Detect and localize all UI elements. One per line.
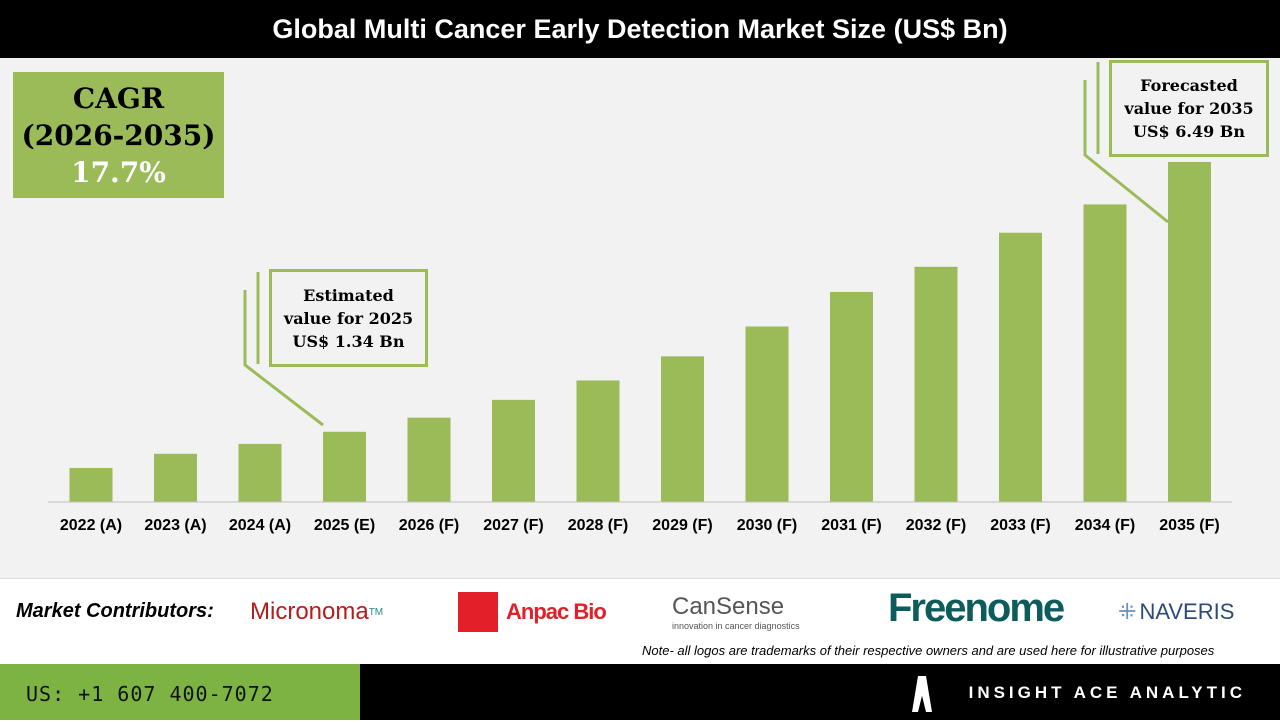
bar-2022-a- xyxy=(69,467,113,502)
chart-title: Global Multi Cancer Early Detection Mark… xyxy=(0,0,1280,58)
bar-2031-f- xyxy=(830,291,873,502)
bar-2025-e- xyxy=(323,431,366,502)
x-tick-label: 2030 (F) xyxy=(737,517,797,534)
callout-value: US$ 1.34 Bn xyxy=(292,331,405,351)
x-tick-label: 2029 (F) xyxy=(652,517,712,534)
cagr-period: (2026-2035) xyxy=(21,119,216,152)
x-tick-label: 2033 (F) xyxy=(990,517,1050,534)
logo-tagline: innovation in cancer diagnostics xyxy=(672,621,800,631)
x-tick-label: 2028 (F) xyxy=(568,517,628,534)
x-tick-label: 2027 (F) xyxy=(483,517,543,534)
forecast-connector xyxy=(1083,80,1169,224)
x-tick-label: 2035 (F) xyxy=(1159,517,1219,534)
callout-line: Forecasted xyxy=(1140,76,1238,95)
callout-line: value for 2025 xyxy=(283,308,414,328)
bar-2024-a- xyxy=(238,443,282,502)
brand-logo-icon xyxy=(912,676,932,712)
logo-freenome: Freenome xyxy=(888,585,1065,630)
cagr-value: 17.7% xyxy=(71,156,166,189)
bar-2029-f- xyxy=(661,356,704,502)
logo-cansense: CanSense innovation in cancer diagnostic… xyxy=(672,590,800,634)
contributors-label: Market Contributors: xyxy=(16,600,214,622)
bar-2034-f- xyxy=(1083,204,1127,502)
cagr-label: CAGR xyxy=(72,82,165,115)
bar-2033-f- xyxy=(999,232,1042,503)
bar-2028-f- xyxy=(576,380,620,502)
brand-bar: INSIGHT ACE ANALYTIC xyxy=(360,664,1280,720)
x-tick-label: 2022 (A) xyxy=(60,517,122,534)
estimated-callout: Estimated value for 2025 US$ 1.34 Bn xyxy=(269,269,428,367)
phone-number[interactable]: US: +1 607 400-7072 xyxy=(0,664,360,720)
x-tick-label: 2026 (F) xyxy=(399,517,459,534)
cagr-box: CAGR (2026-2035) 17.7% xyxy=(13,72,224,198)
x-tick-label: 2024 (A) xyxy=(229,517,291,534)
logo-text: NAVERIS xyxy=(1139,599,1235,624)
bar-2030-f- xyxy=(745,326,789,502)
callout-value: US$ 6.49 Bn xyxy=(1133,122,1245,141)
naveris-icon: ⁜ xyxy=(1118,599,1137,624)
x-tick-label: 2034 (F) xyxy=(1075,517,1135,534)
trademark-note: Note- all logos are trademarks of their … xyxy=(642,643,1215,658)
callout-line: Estimated xyxy=(303,285,394,305)
bar-2023-a- xyxy=(154,453,197,502)
logo-anpac-bio: Anpac Bio xyxy=(458,590,607,634)
bar-2032-f- xyxy=(914,266,958,502)
logo-micronoma: Micronoma TM xyxy=(250,598,384,625)
logo-text: Micronoma xyxy=(250,598,369,625)
bar-2027-f- xyxy=(492,399,535,502)
x-tick-label: 2031 (F) xyxy=(821,517,881,534)
estimated-connector xyxy=(243,290,324,427)
logo-naveris: ⁜ NAVERIS xyxy=(1118,590,1234,634)
x-tick-label: 2025 (E) xyxy=(314,517,375,534)
anpac-icon xyxy=(458,592,498,632)
bar-2035-f- xyxy=(1168,162,1211,502)
bar-2026-f- xyxy=(407,417,451,502)
logo-text: CanSense xyxy=(672,593,785,620)
x-tick-label: 2023 (A) xyxy=(144,517,206,534)
logo-text: Anpac Bio xyxy=(506,599,607,624)
forecast-callout: Forecasted value for 2035 US$ 6.49 Bn xyxy=(1109,60,1269,157)
callout-line: value for 2035 xyxy=(1124,99,1254,118)
brand-name: INSIGHT ACE ANALYTIC xyxy=(968,683,1246,702)
x-tick-label: 2032 (F) xyxy=(906,517,966,534)
